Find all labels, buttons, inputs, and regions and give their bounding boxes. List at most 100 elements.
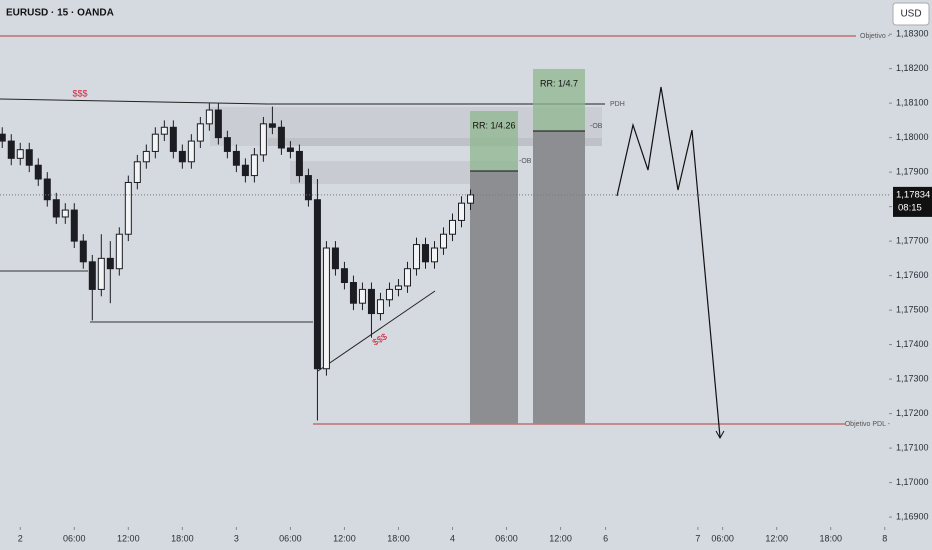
candle-body — [52, 199, 60, 218]
candle-body — [385, 288, 393, 301]
x-tick-label: 4 — [450, 533, 455, 543]
x-tick-label: 06:00 — [495, 533, 518, 543]
last-price-box — [893, 186, 932, 217]
candle-body — [349, 282, 357, 304]
candle-body — [142, 150, 150, 163]
y-tick-label: 1,18100 — [896, 98, 929, 108]
zone — [290, 161, 518, 184]
y-tick-label: 1,17300 — [896, 373, 929, 383]
y-tick-label: 1,18300 — [896, 29, 929, 39]
candle-body — [421, 244, 429, 263]
candle-body — [196, 123, 204, 142]
candle-body — [376, 299, 384, 315]
candle-body — [458, 202, 466, 221]
annotations: Objetivo - PDH $$$ Objetivo PDL - RR: 1/… — [0, 33, 891, 440]
candle-body — [331, 247, 339, 270]
x-tick-label: 12:00 — [117, 533, 140, 543]
candle-body — [467, 194, 475, 204]
candle-body — [106, 257, 114, 270]
x-tick-label: 18:00 — [819, 533, 842, 543]
candle-body — [0, 133, 6, 142]
stop-box — [533, 131, 585, 424]
candle-body — [340, 268, 348, 284]
candle-body — [124, 181, 132, 235]
candle-body — [295, 150, 303, 177]
x-tick-label: 18:00 — [171, 533, 194, 543]
y-tick-label: 1,17000 — [896, 477, 929, 487]
currency[interactable]: USD — [900, 9, 921, 20]
symbol: EURUSD · 15 · OANDA — [6, 8, 114, 19]
candle-body — [169, 126, 177, 152]
x-tick-label: 2 — [18, 533, 23, 543]
candle-body — [304, 175, 312, 201]
candle-body — [43, 178, 51, 201]
x-tick-label: 3 — [234, 533, 239, 543]
x-tick-label: 18:00 — [387, 533, 410, 543]
pdh-line — [0, 98, 605, 105]
x-tick-label: 12:00 — [333, 533, 356, 543]
zone — [268, 138, 602, 146]
candle-body — [241, 164, 249, 177]
candle-body — [88, 261, 96, 290]
candle-body — [34, 164, 42, 180]
candle-body — [97, 257, 105, 290]
y-tick-label: 1,17600 — [896, 270, 929, 280]
trend-line — [317, 290, 436, 372]
candle-body — [7, 140, 15, 159]
candle-body — [79, 240, 87, 263]
arrow-head — [715, 430, 725, 440]
candle-body — [268, 123, 276, 128]
candle-body — [412, 244, 420, 270]
x-tick-label: 12:00 — [765, 533, 788, 543]
candle-body — [25, 149, 33, 166]
target-label: Objetivo - — [860, 33, 891, 40]
projection — [616, 86, 721, 438]
candle-body — [214, 109, 222, 139]
candle-body — [322, 247, 330, 370]
x-tick-label: 8 — [882, 533, 887, 543]
candle-body — [286, 147, 294, 152]
currency-button[interactable] — [892, 2, 930, 26]
countdown: 08:15 — [898, 202, 922, 213]
candle-body — [205, 109, 213, 125]
candle-body — [367, 288, 375, 315]
last-price-label: 1,17834 — [896, 189, 930, 200]
x-tick-label: 06:00 — [63, 533, 86, 543]
stop-box — [470, 171, 518, 424]
rr-label: RR: 1/4.7 — [540, 78, 578, 88]
candle-body — [403, 268, 411, 287]
candle-body — [277, 126, 285, 149]
candle-body — [358, 288, 366, 304]
candle-body — [440, 233, 447, 249]
candle-body — [313, 199, 321, 370]
candle-body — [133, 161, 141, 183]
candle-body — [232, 150, 240, 166]
y-tick-label: 1,18000 — [896, 132, 929, 142]
candle-body — [187, 140, 195, 163]
liquidity-label: $$$ — [72, 88, 87, 98]
target-box — [470, 111, 518, 171]
y-tick-label: 1,17900 — [896, 167, 929, 177]
candle-body — [16, 149, 24, 159]
candle-body — [115, 233, 123, 270]
y-tick-label: 1,17200 — [896, 408, 929, 418]
ob-label: -OB — [590, 123, 603, 130]
candle-body — [259, 123, 267, 156]
x-tick-label: 6 — [603, 533, 608, 543]
candle-body — [160, 126, 168, 135]
rr-label: RR: 1/4.26 — [472, 120, 515, 130]
candle-body — [151, 133, 159, 152]
candle-body — [223, 137, 231, 152]
pdh-label: PDH — [610, 101, 625, 108]
candle-body — [394, 285, 402, 290]
pdl-label: Objetivo PDL - — [845, 421, 891, 428]
candle-body — [178, 150, 186, 163]
candle-body — [70, 209, 78, 242]
x-tick-label: 7 — [695, 533, 700, 543]
candle-body — [61, 209, 69, 218]
y-tick-label: 1,18200 — [896, 63, 929, 73]
candle-body — [449, 219, 457, 235]
